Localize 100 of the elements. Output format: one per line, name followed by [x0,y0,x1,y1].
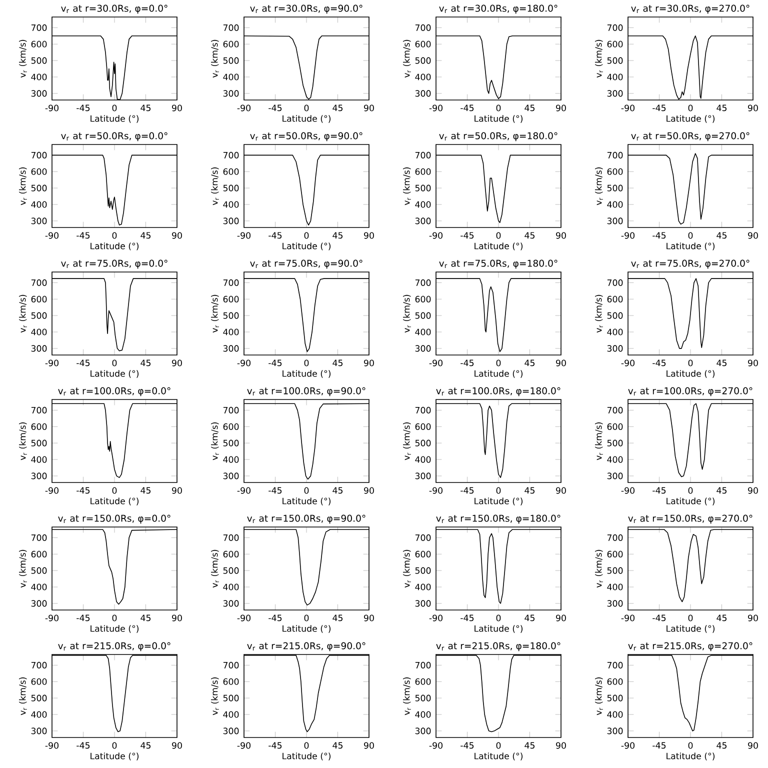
x-tick-label: 45 [332,614,342,622]
x-tick-label: 45 [716,232,726,239]
y-tick-label: 600 [415,296,431,302]
y-tick-label: 400 [31,328,47,336]
y-tick-label: 600 [223,40,239,48]
y-axis-title: v$_{r}$ (km/s) [211,40,219,78]
y-tick-label: 300 [607,345,623,352]
x-axis-title: Latitude (°) [474,242,523,250]
x-tick-label: -90 [45,360,58,366]
y-tick-label: 300 [415,472,431,480]
y-tick-label: 700 [607,662,623,668]
x-tick-label: 90 [172,614,182,622]
x-tick-label: 90 [364,232,374,239]
y-tick-label: 500 [607,567,623,574]
y-tick-label: 300 [607,472,623,480]
y-tick-label: 500 [31,184,47,192]
x-tick-label: 90 [748,742,758,749]
y-tick-label: 700 [415,662,431,668]
y-tick-label: 300 [223,345,239,352]
x-tick-label: 0 [496,232,501,239]
x-tick-label: 90 [556,614,566,622]
x-tick-label: -90 [621,360,635,366]
x-tick-label: 45 [140,742,150,749]
y-tick-label: 700 [31,152,47,158]
y-axis-title: v$_{r}$ (km/s) [211,294,219,333]
y-axis-title: v$_{r}$ (km/s) [211,550,219,588]
x-tick-label: -90 [429,742,442,749]
x-axis-title: Latitude (°) [282,625,331,633]
x-axis-title: Latitude (°) [90,752,139,760]
y-tick-label: 700 [607,24,623,31]
x-tick-label: -90 [429,487,442,494]
x-tick-label: 0 [688,360,693,366]
y-tick-label: 600 [223,678,239,685]
chart-title: v$_{r}$ at r=100.0Rs, φ=270.0° [628,387,752,396]
y-tick-label: 400 [223,456,239,463]
y-tick-label: 300 [31,90,47,97]
chart-title: v$_{r}$ at r=50.0Rs, φ=180.0° [439,132,558,142]
x-tick-label: 90 [556,232,566,239]
y-tick-label: 300 [223,218,239,224]
x-tick-label: -90 [621,232,635,239]
x-tick-label: 0 [112,742,117,749]
y-tick-label: 500 [223,57,239,64]
y-tick-label: 600 [223,168,239,175]
x-tick-label: -45 [76,104,90,112]
y-tick-label: 700 [607,406,623,414]
y-tick-label: 300 [415,345,431,352]
y-tick-label: 700 [607,279,623,286]
y-tick-label: 700 [415,406,431,414]
x-tick-label: 0 [112,104,117,112]
y-tick-label: 500 [31,567,47,574]
y-tick-label: 300 [607,218,623,224]
chart-title: v$_{r}$ at r=215.0Rs, φ=180.0° [436,642,560,652]
x-tick-label: -90 [45,742,58,749]
x-tick-label: 90 [172,360,182,366]
y-tick-label: 300 [607,600,623,607]
chart-title: v$_{r}$ at r=215.0Rs, φ=90.0° [247,642,366,652]
y-tick-label: 600 [31,296,47,302]
x-tick-label: -90 [45,104,58,112]
x-tick-label: 0 [304,104,309,112]
chart-title: v$_{r}$ at r=30.0Rs, φ=90.0° [250,4,362,14]
y-tick-label: 700 [415,279,431,286]
chart-title: v$_{r}$ at r=30.0Rs, φ=0.0° [61,4,168,14]
x-tick-label: -45 [268,360,282,366]
chart-title: v$_{r}$ at r=215.0Rs, φ=270.0° [628,642,752,652]
x-tick-label: 0 [304,614,309,622]
y-axis-title: v$_{r}$ (km/s) [211,422,219,460]
x-tick-label: -90 [237,742,250,749]
chart-title: v$_{r}$ at r=30.0Rs, φ=180.0° [439,4,558,14]
y-tick-label: 300 [415,90,431,97]
x-tick-label: 45 [332,487,342,494]
x-tick-label: -90 [237,232,250,239]
y-tick-label: 400 [223,201,239,208]
x-axis-title: Latitude (°) [474,498,523,506]
x-tick-label: -45 [652,742,666,749]
x-axis-title: Latitude (°) [90,115,139,123]
y-tick-label: 600 [415,423,431,430]
x-tick-label: -45 [460,487,474,494]
y-tick-label: 400 [607,201,623,208]
y-tick-label: 600 [415,678,431,685]
x-axis-title: Latitude (°) [90,242,139,250]
x-tick-label: 45 [332,360,342,366]
y-tick-label: 700 [223,152,239,158]
y-tick-label: 400 [31,711,47,718]
y-tick-label: 700 [223,279,239,286]
y-axis-title: v$_{r}$ (km/s) [595,40,603,78]
y-axis-title: v$_{r}$ (km/s) [211,167,219,206]
line-series [244,403,369,480]
y-tick-label: 400 [607,328,623,336]
x-tick-label: 0 [112,614,117,622]
y-tick-label: 600 [31,550,47,558]
x-tick-label: -90 [45,487,58,494]
y-tick-label: 400 [31,584,47,590]
y-tick-label: 500 [415,312,431,319]
x-tick-label: 45 [716,487,726,494]
x-tick-label: 90 [172,104,182,112]
x-tick-label: -45 [652,487,666,494]
x-tick-label: -45 [268,614,282,622]
x-tick-label: 45 [716,614,726,622]
y-tick-label: 500 [223,694,239,702]
x-tick-label: -90 [621,742,635,749]
